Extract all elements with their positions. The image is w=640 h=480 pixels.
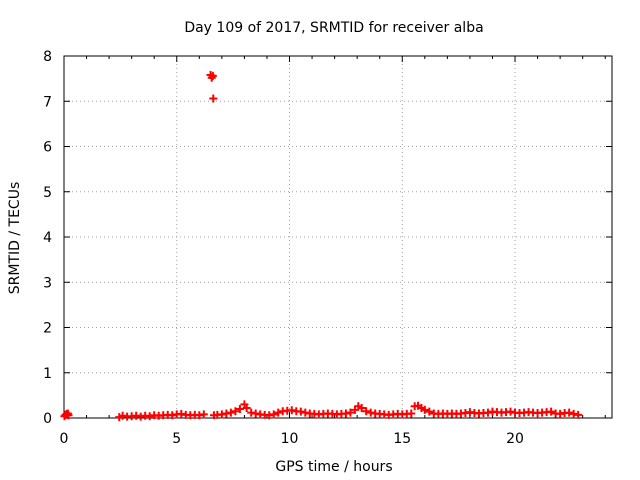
data-point: [199, 410, 208, 419]
data-point: [574, 410, 583, 419]
x-tick-label: 15: [393, 431, 411, 447]
data-point: [274, 408, 283, 417]
y-tick-label: 3: [43, 275, 52, 291]
data-point: [269, 410, 278, 419]
chart-title: Day 109 of 2017, SRMTID for receiver alb…: [184, 20, 483, 36]
y-tick-label: 1: [43, 366, 52, 382]
data-point: [209, 94, 218, 103]
x-tick-label: 10: [281, 431, 299, 447]
y-tick-label: 6: [43, 140, 52, 156]
y-tick-label: 0: [43, 411, 52, 427]
data-point: [231, 407, 240, 416]
y-tick-label: 8: [43, 49, 52, 65]
y-tick-label: 2: [43, 321, 52, 337]
data-point: [226, 408, 235, 417]
x-axis: 0 5 10 15 20: [60, 56, 606, 447]
data-point: [64, 411, 73, 420]
data-point: [362, 407, 371, 416]
y-axis-label: SRMTID / TECUs: [7, 182, 23, 295]
x-tick-label: 0: [60, 431, 69, 447]
data-point: [346, 408, 355, 417]
data-point: [235, 404, 244, 413]
data-point: [407, 409, 416, 418]
data-point: [565, 408, 574, 417]
data-point: [208, 71, 217, 80]
y-tick-label: 7: [43, 94, 52, 110]
x-tick-label: 20: [506, 431, 524, 447]
y-axis: 0 1 2 3 4 5 6 7 8: [43, 49, 612, 427]
data-point: [425, 407, 434, 416]
data-point: [242, 404, 251, 413]
data-series: [60, 71, 583, 422]
grid: [64, 56, 612, 418]
data-point: [357, 404, 366, 413]
y-tick-label: 5: [43, 185, 52, 201]
x-tick-label: 5: [172, 431, 181, 447]
plot-frame: [63, 55, 613, 419]
y-tick-label: 4: [43, 230, 52, 246]
data-point: [420, 405, 429, 414]
data-point: [547, 407, 556, 416]
x-axis-label: GPS time / hours: [275, 459, 392, 475]
